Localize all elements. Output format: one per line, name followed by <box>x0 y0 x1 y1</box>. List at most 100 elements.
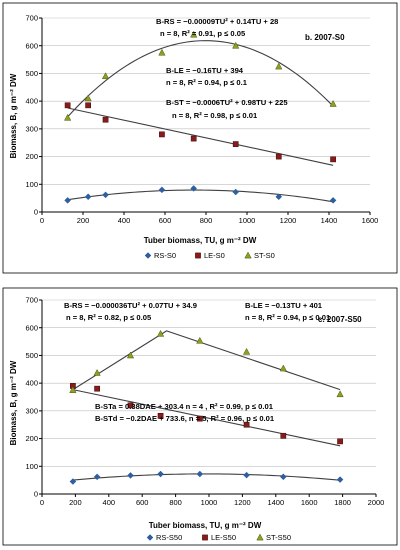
stats-le: n = 8, R² = 0.94, p ≤ 0.01 <box>245 313 331 322</box>
y-tick-label: 400 <box>25 97 38 106</box>
point-rs-s50 <box>279 473 287 481</box>
point-rs-s0 <box>84 193 92 201</box>
point-le-s0 <box>85 102 91 109</box>
point-le-s50 <box>280 432 287 439</box>
point-le-s50 <box>127 402 134 409</box>
y-tick-label: 500 <box>25 69 38 78</box>
panel-label: c. 2007-S50 <box>318 315 362 324</box>
trend-lines <box>67 40 334 203</box>
x-tick-label: 0 <box>40 216 44 225</box>
x-tick-label: 800 <box>200 216 213 225</box>
point-rs-s50 <box>196 470 204 478</box>
y-tick-label: 100 <box>25 180 38 189</box>
trendline-rs-s50 <box>72 473 341 481</box>
point-le-s50 <box>337 438 343 445</box>
legend: RS-S50 LE-S50 ST-S50 <box>146 533 291 542</box>
panel-frame <box>2 2 398 274</box>
legend-marker-le-s0 <box>195 252 201 259</box>
data-points <box>69 329 344 485</box>
point-st-s50 <box>336 390 344 398</box>
axes <box>39 17 371 215</box>
point-st-s50 <box>242 347 251 355</box>
point-le-s0 <box>102 116 109 123</box>
x-tick-label: 1600 <box>301 498 318 507</box>
point-le-s0 <box>275 153 282 160</box>
gridlines <box>42 17 370 185</box>
chart-panel-b: 0 100 200 300 400 500 600 700 0 200 400 600 800 1000 1… <box>2 2 398 274</box>
y-tick-label: 200 <box>25 434 38 443</box>
point-rs-s50 <box>93 473 101 481</box>
equation-st: B-ST = −0.0006TU² + 0.98TU + 225 <box>166 98 288 107</box>
panel-label: b. 2007-S0 <box>305 33 345 42</box>
x-tick-label: 600 <box>159 216 172 225</box>
stats-rs: n = 8, R² = 0.82, p ≤ 0.05 <box>66 313 152 322</box>
equation-le: B-LE = −0.13TU + 401 <box>245 301 323 310</box>
point-le-s0 <box>330 156 336 163</box>
point-le-s50 <box>94 385 100 392</box>
y-tick-label: 400 <box>25 379 38 388</box>
x-tick-label: 2000 <box>368 498 385 507</box>
y-tick-label: 300 <box>25 124 38 133</box>
stats-rs: n = 8, R² = 0.91, p ≤ 0.05 <box>160 29 246 38</box>
point-st-s0 <box>232 41 240 49</box>
x-tick-label: 0 <box>40 498 44 507</box>
x-tick-label: 1200 <box>280 216 297 225</box>
point-le-s50 <box>157 412 164 419</box>
equation-st-descending: B-STd = −0.2DAE + 733.6, n = 5, R² = 0.9… <box>95 414 275 423</box>
chart-panel-c: 0 100 200 300 400 500 600 700 0 200 400 600 800 1000 1… <box>2 287 398 546</box>
x-tick-label: 1000 <box>201 498 218 507</box>
point-st-s50 <box>156 329 165 337</box>
legend: RS-S0 LE-S0 ST-S0 <box>144 251 275 260</box>
x-tick-label: 1000 <box>239 216 256 225</box>
point-st-s0 <box>158 48 166 56</box>
trendline-st-s0 <box>67 40 334 118</box>
point-rs-s0 <box>102 191 109 199</box>
equation-rs: B-RS = −0.00009TU² + 0.14TU + 28 <box>156 17 278 26</box>
gridlines <box>42 299 376 467</box>
point-rs-s0 <box>275 193 283 201</box>
y-axis-label: Biomass, B, g m⁻² DW <box>9 73 18 158</box>
point-rs-s0 <box>329 197 337 204</box>
point-st-s0 <box>64 113 72 121</box>
tick-labels: 0 100 200 300 400 500 600 700 0 200 400 600 800 1000 1… <box>25 296 384 507</box>
legend-label-le-s0: LE-S0 <box>204 251 225 260</box>
x-tick-label: 1400 <box>267 498 284 507</box>
y-tick-label: 100 <box>25 462 38 471</box>
y-tick-label: 600 <box>25 323 38 332</box>
x-tick-label: 1200 <box>234 498 251 507</box>
x-tick-label: 400 <box>118 216 131 225</box>
point-rs-s50 <box>157 470 164 478</box>
stats-st: n = 8, R² = 0.98, p ≤ 0.01 <box>172 111 258 120</box>
equation-rs: B-RS = −0.000036TU² + 0.07TU + 34.9 <box>64 301 197 310</box>
point-rs-s0 <box>232 188 240 196</box>
legend-marker-st-s50 <box>256 533 264 541</box>
legend-marker-st-s0 <box>244 251 252 259</box>
legend-label-rs-s50: RS-S50 <box>156 533 182 542</box>
point-rs-s0 <box>190 185 198 192</box>
trendline-le-s0 <box>67 107 334 166</box>
point-le-s50 <box>243 421 250 428</box>
point-rs-s50 <box>69 478 77 485</box>
y-tick-label: 700 <box>25 296 38 305</box>
trendline-le-s50 <box>72 389 341 447</box>
y-tick-label: 600 <box>25 41 38 50</box>
legend-label-st-s0: ST-S0 <box>254 251 275 260</box>
point-rs-s50 <box>127 472 134 479</box>
equation-le: B-LE = −0.16TU + 394 <box>166 66 244 75</box>
point-rs-s50 <box>243 471 250 479</box>
point-rs-s0 <box>64 197 71 204</box>
point-st-s0 <box>275 62 283 70</box>
point-st-s0 <box>190 30 198 38</box>
x-tick-label: 200 <box>69 498 82 507</box>
equation-st-ascending: B-STa = 0.38DAE + 303.4 n = 4 , R² = 0.9… <box>95 402 274 411</box>
y-axis-label: Biomass, B, g m⁻² DW <box>9 360 18 445</box>
x-tick-label: 1800 <box>334 498 351 507</box>
y-tick-label: 300 <box>25 406 38 415</box>
legend-marker-rs-s0 <box>144 252 152 259</box>
point-st-s50 <box>69 386 77 393</box>
point-st-s50 <box>196 336 204 344</box>
legend-marker-le-s50 <box>202 534 208 541</box>
legend-label-st-s50: ST-S50 <box>266 533 291 542</box>
x-tick-label: 400 <box>103 498 116 507</box>
y-tick-label: 700 <box>25 14 38 23</box>
